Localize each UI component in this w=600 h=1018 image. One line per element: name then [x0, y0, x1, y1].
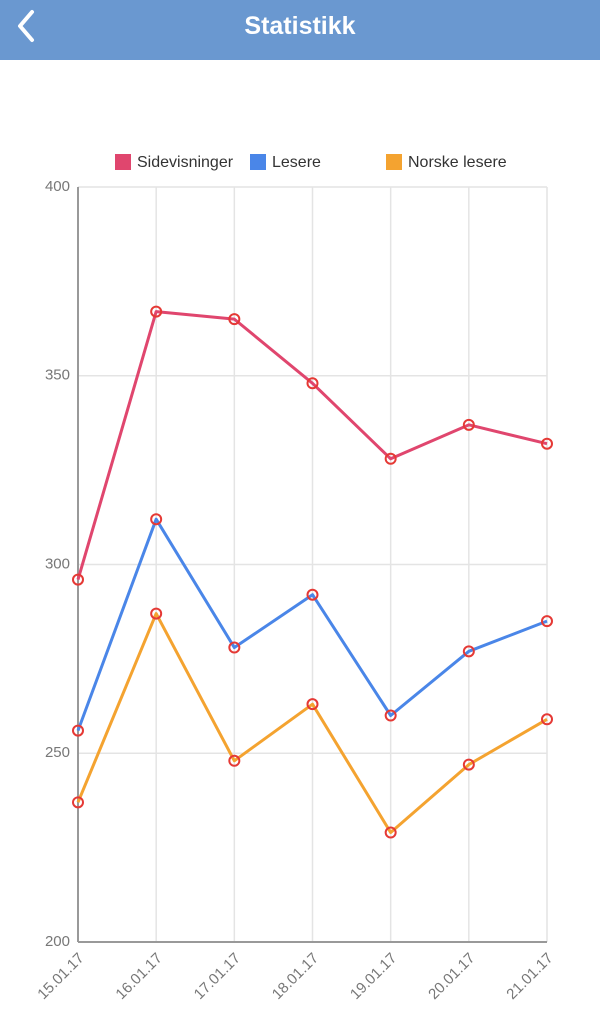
series-line	[76, 310, 548, 581]
data-point	[541, 713, 553, 726]
data-point	[541, 437, 553, 450]
legend-swatch	[386, 154, 402, 170]
data-point	[462, 418, 475, 431]
x-tick-label: 15.01.17	[34, 950, 87, 1003]
data-point	[541, 615, 553, 628]
legend-swatch	[115, 154, 131, 170]
x-tick-label: 18.01.17	[269, 950, 322, 1003]
data-point	[150, 607, 163, 620]
data-point	[384, 452, 397, 465]
x-tick-label: 21.01.17	[503, 950, 556, 1003]
data-point	[306, 698, 319, 711]
y-tick-label: 200	[45, 933, 70, 950]
data-point	[150, 513, 163, 526]
x-tick-label: 20.01.17	[425, 950, 478, 1003]
data-point	[72, 796, 84, 809]
legend-swatch	[250, 154, 266, 170]
y-tick-label: 250	[45, 744, 70, 761]
data-point	[462, 645, 475, 658]
data-point	[306, 377, 319, 390]
y-tick-label: 350	[45, 367, 70, 384]
header-title: Statistikk	[244, 12, 356, 40]
header: Statistikk	[0, 0, 600, 60]
x-tick-label: 17.01.17	[191, 950, 244, 1003]
x-tick-label: 19.01.17	[347, 950, 400, 1003]
y-tick-label: 300	[45, 555, 70, 572]
legend-label: Norske lesere	[408, 154, 507, 171]
data-point	[228, 754, 241, 767]
data-point	[228, 313, 241, 326]
data-point	[228, 641, 241, 654]
legend-label: Sidevisninger	[137, 154, 234, 171]
data-point	[72, 724, 84, 737]
data-point	[384, 826, 397, 839]
data-point	[72, 573, 84, 586]
series-line	[76, 517, 548, 732]
data-point	[306, 588, 319, 601]
series-line	[76, 612, 548, 835]
x-tick-label: 16.01.17	[112, 950, 165, 1003]
data-point	[150, 305, 163, 318]
y-tick-label: 400	[45, 178, 70, 195]
data-point	[462, 758, 475, 771]
data-point	[384, 709, 397, 722]
back-button[interactable]	[8, 0, 48, 52]
legend-label: Lesere	[272, 154, 321, 171]
